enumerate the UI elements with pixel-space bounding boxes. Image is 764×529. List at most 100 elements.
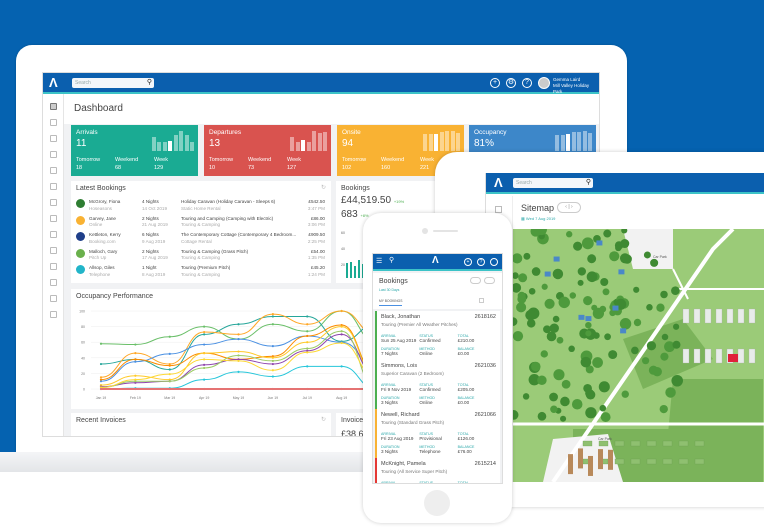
dashboard-nav-icon[interactable] bbox=[495, 206, 502, 213]
payments-nav-icon[interactable] bbox=[49, 215, 57, 222]
refresh-icon[interactable]: ↻ bbox=[320, 417, 326, 423]
add-icon[interactable]: + bbox=[464, 258, 472, 266]
tree-icon bbox=[671, 374, 684, 387]
help-icon[interactable]: ? bbox=[477, 258, 485, 266]
unit: Touring (Standard Grass Pitch) bbox=[381, 420, 445, 425]
selected-pitch[interactable] bbox=[728, 354, 738, 362]
help-icon[interactable]: ? bbox=[522, 78, 532, 88]
filter-button[interactable] bbox=[470, 277, 481, 284]
panel-title: Bookings bbox=[341, 185, 370, 192]
page-title: Dashboard bbox=[74, 103, 123, 114]
date-filter[interactable]: Last 30 Days bbox=[379, 288, 400, 292]
booked-time: 1:24 PM bbox=[307, 271, 325, 277]
user-icon[interactable] bbox=[490, 258, 498, 266]
users-nav-icon[interactable] bbox=[49, 199, 57, 206]
booking-row[interactable]: Malloch, Gary Pitch Up 2 Nights 17 Aug 201… bbox=[76, 248, 325, 268]
prev-icon[interactable]: ‹ bbox=[565, 204, 567, 210]
x-tick-label: May 19 bbox=[233, 396, 245, 400]
tree-icon bbox=[585, 365, 594, 374]
more-button[interactable] bbox=[484, 277, 495, 284]
unit-type: Cottage Rental bbox=[181, 238, 212, 244]
tree-icon bbox=[531, 361, 541, 372]
add-icon[interactable]: + bbox=[490, 78, 500, 88]
avatar[interactable] bbox=[538, 77, 550, 89]
reports-nav-icon[interactable] bbox=[49, 247, 57, 254]
search-input[interactable]: Search ⚲ bbox=[513, 178, 593, 188]
tree-icon bbox=[523, 252, 531, 260]
data-point bbox=[203, 333, 206, 336]
date-filter[interactable]: ▦ Wed 7 Aug 2019 bbox=[521, 216, 556, 221]
card-value: 13 bbox=[209, 138, 221, 149]
booked-time: 3:47 PM bbox=[307, 205, 325, 211]
tree-icon bbox=[530, 229, 541, 237]
search-input[interactable]: Search ⚲ bbox=[72, 78, 154, 88]
user-info[interactable]: Gemma Laird Mill Valley Holiday Park bbox=[553, 77, 599, 95]
unit: Touring (Premium Pitch) bbox=[181, 265, 231, 270]
arrivals-card[interactable]: Arrivals 11 Tomorrow 18 Weekend 68 Week 129 bbox=[71, 125, 198, 176]
menu-icon[interactable]: ☰ bbox=[376, 258, 383, 265]
arrival-date: 8 Aug 2019 bbox=[142, 271, 166, 277]
gear-icon[interactable]: ⚙ bbox=[506, 78, 516, 88]
y-tick: 60 bbox=[341, 231, 345, 235]
booking-com-icon bbox=[76, 232, 85, 241]
site-map[interactable]: Car Park Car Park bbox=[513, 229, 764, 482]
booking-card[interactable]: McKnight, Pamela 2615214 Touring (All Se… bbox=[375, 458, 500, 484]
logo-icon[interactable]: Λ bbox=[494, 175, 503, 190]
data-point bbox=[203, 330, 206, 334]
star-nav-icon[interactable] bbox=[49, 279, 57, 286]
occupancy-performance-panel: Occupancy Performance 100 80 60 40 20 0 Jan 19… bbox=[71, 289, 401, 409]
data-point bbox=[99, 376, 103, 379]
settings-nav-icon[interactable] bbox=[49, 311, 57, 318]
calendar-nav-icon[interactable] bbox=[49, 151, 57, 158]
booking-id: 2615214 bbox=[474, 461, 496, 467]
phone-camera bbox=[422, 228, 428, 234]
tree-icon bbox=[552, 268, 564, 280]
tree-icon bbox=[664, 341, 675, 353]
data-point bbox=[168, 364, 171, 367]
booking-row[interactable]: Allsop, Giles Telephone 1 Night 8 Aug 2019… bbox=[76, 264, 325, 284]
pitch bbox=[630, 440, 641, 447]
data-point bbox=[237, 333, 240, 336]
bookings-nav-icon[interactable] bbox=[49, 135, 57, 142]
guest-name: McKnight, Pamela bbox=[381, 461, 426, 467]
data-point bbox=[306, 351, 309, 354]
tree-icon bbox=[566, 231, 573, 238]
caravan bbox=[682, 348, 690, 364]
next-icon[interactable]: › bbox=[571, 204, 573, 210]
logo-icon[interactable]: Λ bbox=[49, 75, 58, 90]
clipboard-nav-icon[interactable] bbox=[49, 295, 57, 302]
logo-icon[interactable]: Λ bbox=[432, 255, 439, 266]
refresh-icon[interactable]: ↻ bbox=[320, 185, 326, 191]
x-tick-label: Jul 19 bbox=[303, 396, 312, 400]
booking-row[interactable]: McGrory, Fiona Hoseasons 4 Nights 14 Oct 2… bbox=[76, 198, 325, 218]
data-point bbox=[168, 352, 171, 355]
tags-nav-icon[interactable] bbox=[49, 263, 57, 270]
total-label: TOTAL bbox=[457, 481, 469, 484]
booking-row[interactable]: Kettleton, Kerry Booking.com 6 Nights 9 Au… bbox=[76, 231, 325, 251]
search-icon[interactable]: ⚲ bbox=[146, 79, 152, 86]
tree-icon bbox=[531, 267, 541, 276]
method-label: METHOD bbox=[419, 445, 435, 449]
week-label: Week bbox=[287, 157, 301, 163]
arrival-value: Sun 25 Aug 2019 bbox=[381, 338, 417, 343]
guests-nav-icon[interactable] bbox=[49, 119, 57, 126]
data-point bbox=[99, 386, 103, 389]
search-icon[interactable]: ⚲ bbox=[585, 179, 591, 186]
booking-row[interactable]: Garvey, Jane Online 2 Nights 21 Aug 2019 T… bbox=[76, 215, 325, 235]
tree-icon bbox=[608, 350, 618, 360]
home-nav-icon[interactable] bbox=[49, 167, 57, 174]
home-button[interactable] bbox=[424, 490, 450, 516]
unit: Touring and Camping (Camping with Electr… bbox=[181, 215, 274, 221]
onsite-card[interactable]: Onsite 94 Tomorrow 102 Weekend 160 Week 221 bbox=[337, 125, 464, 176]
tab-my-bookings[interactable]: MY BOOKINGS bbox=[379, 299, 403, 306]
departures-card[interactable]: Departures 13 Tomorrow 10 Weekend 73 Week 1… bbox=[204, 125, 331, 176]
search-icon[interactable]: ⚲ bbox=[389, 257, 395, 264]
grid-view-icon[interactable] bbox=[479, 298, 484, 303]
sparkbars bbox=[151, 131, 194, 151]
invoices-nav-icon[interactable] bbox=[49, 183, 57, 190]
tree-icon bbox=[592, 357, 603, 368]
dashboard-nav-icon[interactable] bbox=[49, 103, 57, 110]
tree-icon bbox=[642, 357, 650, 365]
page-title: Bookings bbox=[379, 278, 408, 285]
documents-nav-icon[interactable] bbox=[49, 231, 57, 238]
